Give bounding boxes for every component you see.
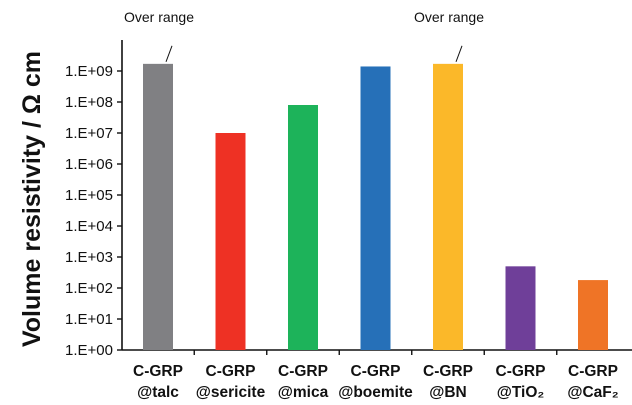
- annotation-label: Over range: [414, 9, 484, 25]
- x-tick-label: C-GRP: [206, 363, 256, 380]
- x-tick-label: C-GRP: [496, 363, 546, 380]
- annotation-leader-line: [165, 45, 173, 63]
- x-tick-label: @talc: [137, 384, 179, 401]
- y-tick-label: 1.E+05: [65, 187, 113, 204]
- x-tick-label: C-GRP: [133, 363, 183, 380]
- y-tick-label: 1.E+09: [65, 63, 113, 80]
- y-tick-label: 1.E+07: [65, 125, 113, 142]
- x-tick-label: @boemite: [338, 384, 413, 401]
- y-tick-label: 1.E+08: [65, 94, 113, 111]
- bar: [578, 280, 608, 350]
- plot-area: 1.E+00 1.E+01 1.E+02 1.E+03 1.E+04 1.E+05 1.E+…: [65, 9, 632, 401]
- x-tick-label: C-GRP: [423, 363, 473, 380]
- bar: [215, 133, 246, 350]
- y-tick-label: 1.E+04: [65, 218, 113, 235]
- annotation-leader-line: [455, 45, 463, 63]
- y-tick-label: 1.E+02: [65, 280, 113, 297]
- bar: [288, 105, 318, 350]
- x-tick-label: @CaF₂: [567, 384, 618, 401]
- bar: [433, 63, 463, 351]
- y-tick-label: 1.E+01: [65, 311, 113, 328]
- x-tick-label: @TiO₂: [497, 384, 545, 401]
- y-axis-label: Volume resistivity / Ω cm: [18, 51, 46, 347]
- bar: [505, 266, 536, 350]
- x-tick-label: @mica: [278, 384, 329, 401]
- bar: [360, 66, 391, 350]
- bar: [143, 63, 173, 351]
- annotation-label: Over range: [124, 9, 194, 25]
- y-tick-label: 1.E+03: [65, 249, 113, 266]
- y-tick-label: 1.E+06: [65, 156, 113, 173]
- y-tick-label: 1.E+00: [65, 342, 113, 359]
- x-tick-label: @sericite: [196, 384, 266, 401]
- x-tick-label: C-GRP: [351, 363, 401, 380]
- x-tick-label: C-GRP: [278, 363, 328, 380]
- x-tick-label: @BN: [429, 384, 467, 401]
- x-tick-label: C-GRP: [568, 363, 618, 380]
